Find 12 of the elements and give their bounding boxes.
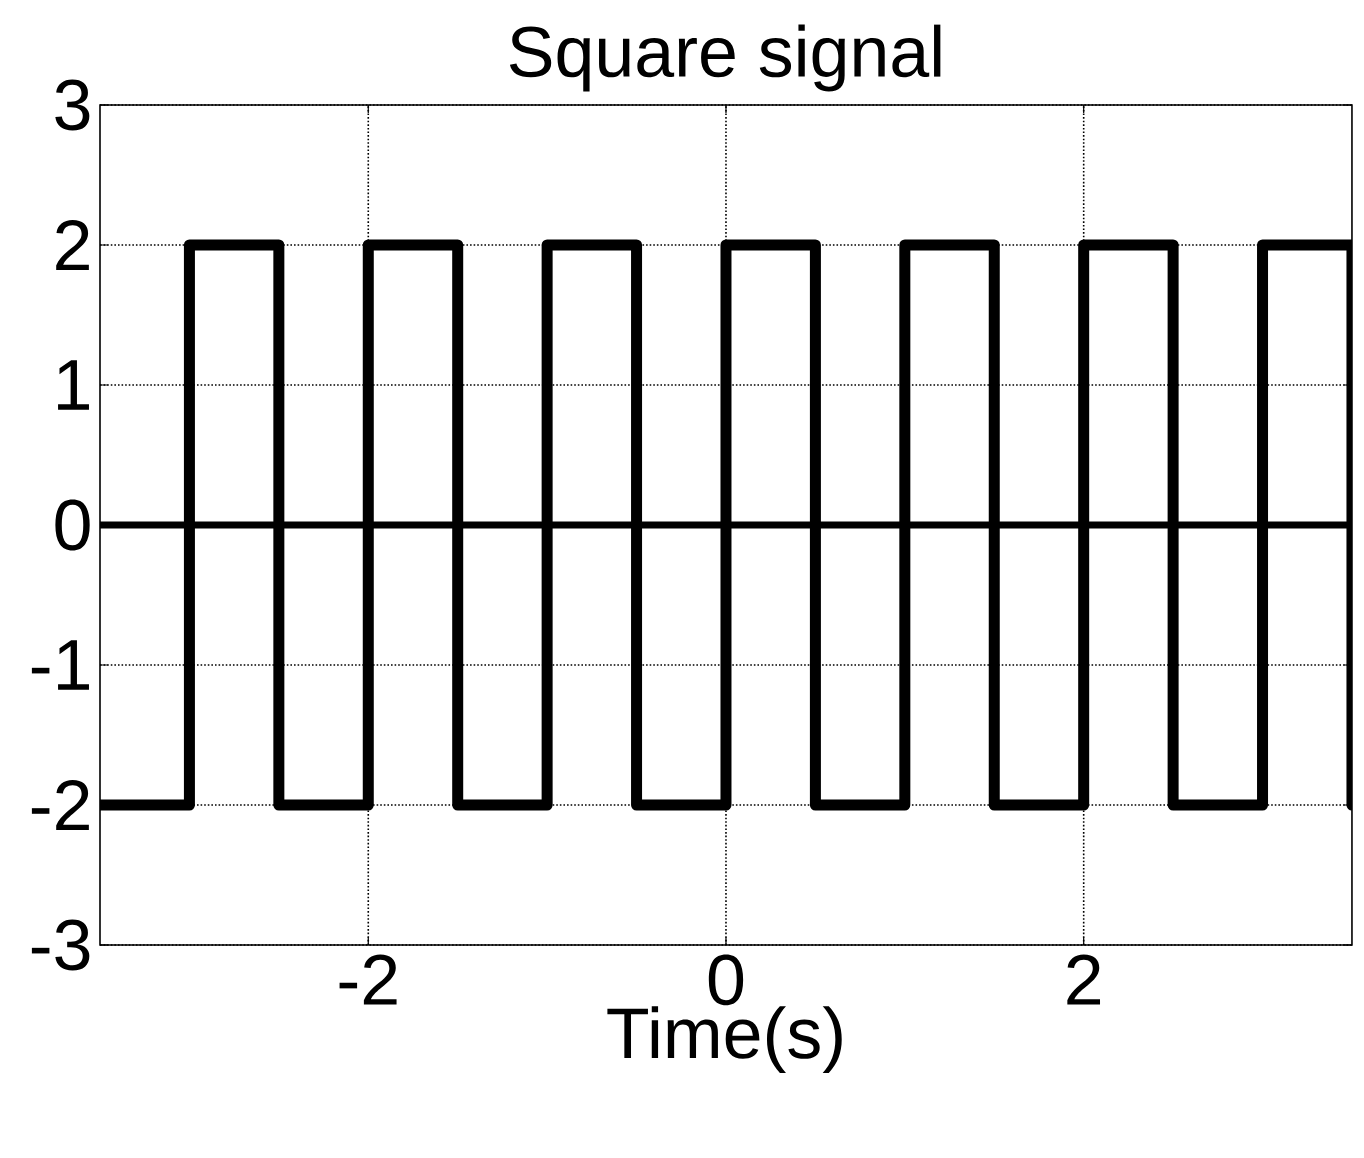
x-axis-title: Time(s) <box>607 1006 842 1073</box>
y-tick-label: -3 <box>31 919 90 971</box>
y-tick-label: 0 <box>55 499 90 551</box>
y-tick-label: 2 <box>56 219 89 271</box>
x-tick-label: 2 <box>1067 954 1101 1005</box>
x-tick-label: -2 <box>339 954 397 1005</box>
x-tick-label: 0 <box>708 954 744 1006</box>
y-tick-label: -2 <box>31 779 89 831</box>
y-tick-label: -1 <box>31 640 89 690</box>
chart-title: Square signal <box>509 24 941 92</box>
y-tick-label: 3 <box>55 79 90 131</box>
y-tick-label: 1 <box>58 360 89 410</box>
